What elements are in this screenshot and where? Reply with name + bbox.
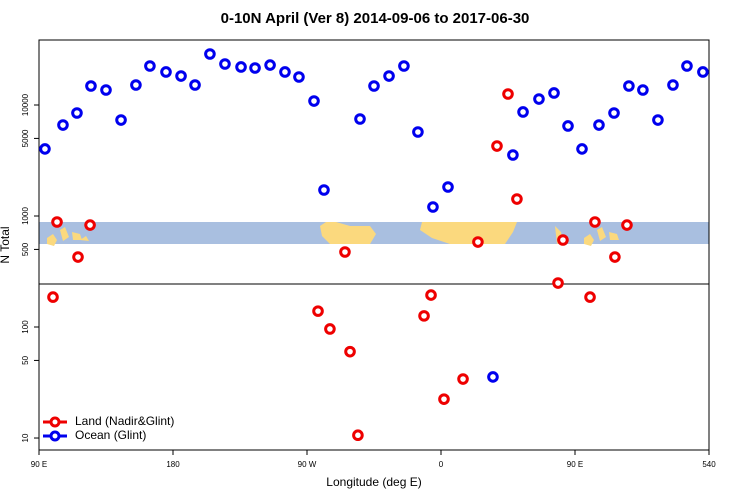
point [472,236,484,248]
point [368,80,380,92]
point [130,79,142,91]
point [175,70,187,82]
point [552,277,564,289]
point [562,120,574,132]
point [47,291,59,303]
land [555,226,619,246]
point [160,66,172,78]
point [264,59,276,71]
x-tick-label: 0 [439,460,444,469]
point [502,88,514,100]
y-tick-label: 50 [21,355,30,364]
point [621,219,633,231]
point [427,201,439,213]
point [548,87,560,99]
point [100,84,112,96]
point [71,107,83,119]
point [667,79,679,91]
point [352,429,364,442]
plot-frame [38,39,710,451]
y-tick-label: 1000 [21,207,30,225]
x-tick-label: 540 [702,460,716,469]
point [293,71,305,83]
point [589,216,601,228]
point [609,251,621,263]
legend-marker [49,416,61,428]
point [608,107,620,119]
point [487,371,499,383]
point [576,143,588,155]
y-tick-label: 5000 [21,129,30,147]
point [457,373,469,385]
point [51,216,63,228]
point [339,246,351,258]
land [320,222,376,244]
point [697,66,709,78]
point [84,219,96,231]
x-tick-label: 180 [166,460,180,469]
point [72,251,84,263]
point [344,345,356,358]
point [115,114,127,126]
point [249,62,261,74]
y-axis-label: N Total [0,226,12,263]
point [235,61,247,73]
point [318,184,330,196]
y-tick-label: 500 [21,242,30,256]
point [511,193,523,205]
x-tick-label: 90 E [567,460,583,469]
y-tick-label: 10000 [21,93,30,116]
point [383,70,395,82]
point [324,323,336,335]
land [420,222,517,244]
point [442,181,454,193]
point [85,80,97,92]
point [507,149,519,161]
point [189,79,201,91]
point [279,66,291,78]
legend-marker [49,430,61,442]
point [412,126,424,138]
point [39,143,51,155]
point [517,106,529,118]
point [204,48,216,60]
land [47,227,89,246]
point [681,60,693,72]
point [57,119,69,131]
point [438,393,450,405]
point [623,80,635,92]
point [144,60,156,72]
point [491,140,503,152]
map-strip [39,222,709,246]
legend-label: Ocean (Glint) [75,428,146,442]
point [652,114,664,126]
x-tick-label: 90 W [298,460,317,469]
point [557,234,569,246]
point [418,310,430,322]
point [398,60,410,72]
y-tick-label: 10 [21,433,30,442]
legend-label: Land (Nadir&Glint) [75,414,174,428]
point [308,95,320,107]
point [219,58,231,70]
point [637,84,649,96]
point [312,305,324,317]
x-axis-label: Longitude (deg E) [326,475,421,489]
x-tick-label: 90 E [31,460,47,469]
point [533,93,545,105]
point [593,119,605,131]
chart-title: 0-10N April (Ver 8) 2014-09-06 to 2017-0… [221,10,530,27]
point [584,291,596,303]
point [425,289,437,301]
point [354,113,366,125]
y-tick-label: 100 [21,320,30,334]
